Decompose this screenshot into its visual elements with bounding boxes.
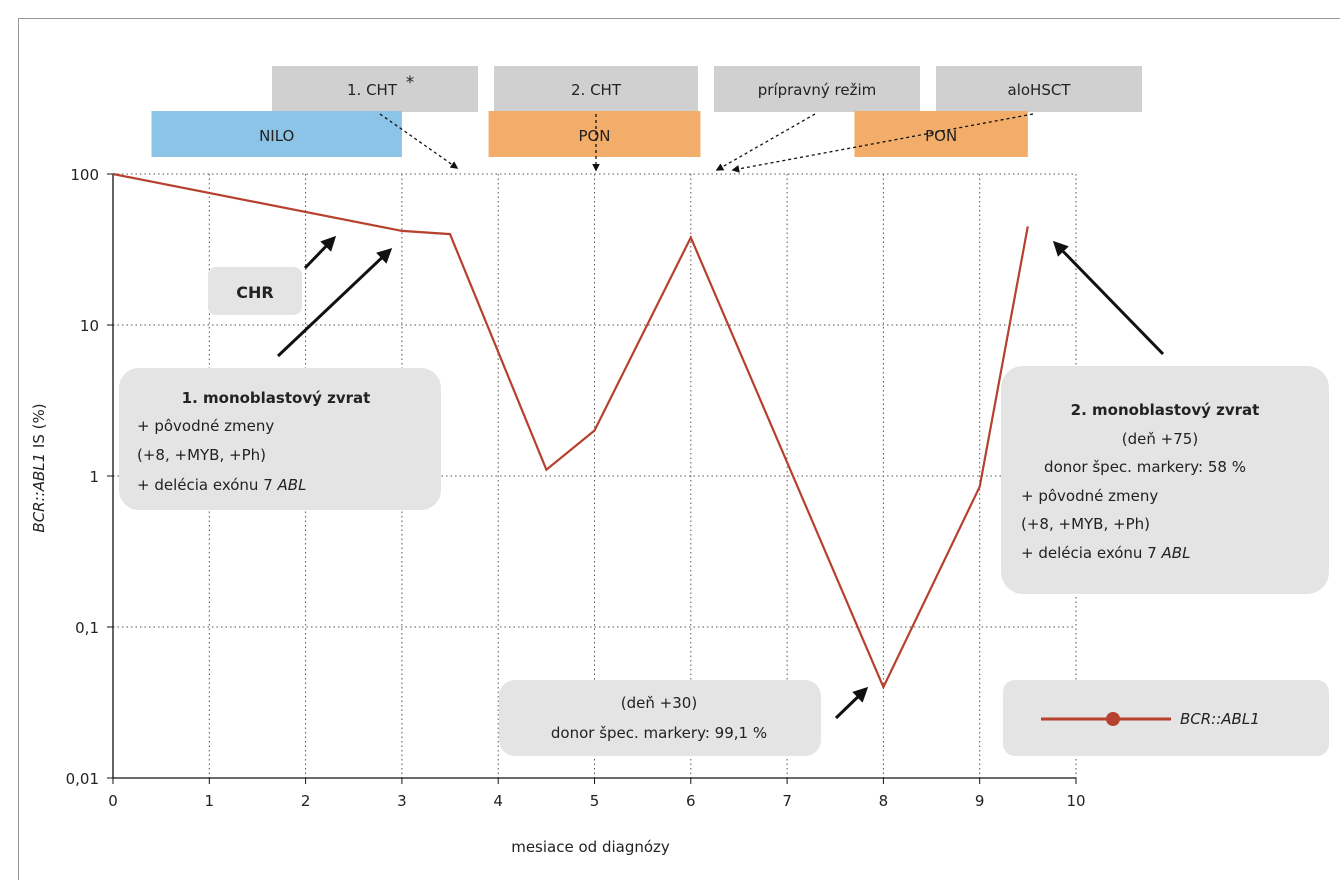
therapy-bar-1 <box>488 111 701 157</box>
y-tick-label-0: 0,01 <box>66 770 99 788</box>
therapy-bar-2 <box>854 111 1028 157</box>
therapy-top-2-box: 2. CHT <box>494 66 698 112</box>
relapse1-line1: + pôvodné zmeny <box>137 417 274 435</box>
x-tick-label-4: 4 <box>493 792 503 810</box>
therapy-top-3-label: prípravný režim <box>758 81 876 99</box>
relapse2-line5: + delécia exónu 7 ABL <box>1021 544 1190 562</box>
relapse1-box: 1. monoblastový zvrat + pôvodné zmeny (+… <box>119 368 441 510</box>
series-line <box>112 172 1029 690</box>
therapy-top-1-star: * <box>406 73 415 93</box>
y-tick-label-1: 0,1 <box>75 619 99 637</box>
pointer-alohsct <box>731 113 1034 173</box>
day30-line2: donor špec. markery: 99,1 % <box>551 724 767 742</box>
chr-label: CHR <box>236 283 273 302</box>
relapse1-line3: + delécia exónu 7 ABL <box>137 476 306 494</box>
y-tick-label-3: 10 <box>80 317 99 335</box>
day30-line1: (deň +30) <box>621 694 697 712</box>
axis-labels: 0 1 2 3 4 5 6 7 8 9 10 0,01 0,1 1 10 100 mesiace od diag… <box>30 166 1086 856</box>
legend-marker <box>1106 712 1120 726</box>
axes <box>107 173 1077 784</box>
relapse1-line2: (+8, +MYB, +Ph) <box>137 446 266 464</box>
pointer-conditioning <box>715 113 816 171</box>
therapy-top-4-label: aloHSCT <box>1008 81 1072 99</box>
therapy-bar-0 <box>151 111 402 157</box>
relapse2-title: 2. monoblastový zvrat <box>1071 401 1260 419</box>
therapy-bars: NILO PON PON <box>151 111 1028 157</box>
y-axis-title: BCR::ABL1 IS (%) <box>30 403 48 532</box>
x-tick-label-10: 10 <box>1066 792 1085 810</box>
x-tick-label-7: 7 <box>782 792 792 810</box>
x-tick-label-5: 5 <box>590 792 600 810</box>
x-axis-title: mesiace od diagnózy <box>511 838 670 856</box>
legend-label: BCR::ABL1 <box>1180 710 1260 728</box>
relapse2-line1: (deň +75) <box>1122 430 1198 448</box>
x-tick-label-0: 0 <box>108 792 118 810</box>
relapse2-line3: + pôvodné zmeny <box>1021 487 1158 505</box>
relapse2-line2: donor špec. markery: 58 % <box>1044 458 1246 476</box>
relapse1-title: 1. monoblastový zvrat <box>182 389 371 407</box>
x-tick-label-9: 9 <box>975 792 985 810</box>
legend: BCR::ABL1 <box>1003 680 1329 756</box>
relapse2-line4: (+8, +MYB, +Ph) <box>1021 515 1150 533</box>
x-tick-label-8: 8 <box>879 792 889 810</box>
relapse2-box: 2. monoblastový zvrat (deň +75) donor šp… <box>1001 366 1329 594</box>
therapy-top-3-box: prípravný režim <box>714 66 920 112</box>
therapy-top-1-label: 1. CHT <box>347 81 398 99</box>
day30-box: (deň +30) donor špec. markery: 99,1 % <box>499 680 821 756</box>
series-bcr-abl1 <box>112 172 1029 690</box>
arrow-relapse1 <box>276 247 393 358</box>
therapy-pointers <box>379 113 1034 173</box>
therapy-top-2-label: 2. CHT <box>571 81 622 99</box>
therapy-bar-label-2: PON <box>925 127 957 145</box>
x-tick-label-1: 1 <box>205 792 215 810</box>
therapy-bar-label-1: PON <box>578 127 610 145</box>
arrow-day30 <box>834 686 869 720</box>
x-tick-label-6: 6 <box>686 792 696 810</box>
x-tick-label-3: 3 <box>397 792 407 810</box>
therapy-top-4-box: aloHSCT <box>936 66 1142 112</box>
x-tick-label-2: 2 <box>301 792 311 810</box>
y-tick-label-2: 1 <box>89 468 99 486</box>
pointer-1-cht <box>379 113 459 169</box>
chr-box: CHR <box>208 267 302 315</box>
y-tick-label-4: 100 <box>70 166 99 184</box>
solid-arrows <box>276 235 1165 720</box>
therapy-top-1-box: 1. CHT * <box>272 66 478 112</box>
figure-frame <box>18 18 1340 880</box>
therapy-bar-label-0: NILO <box>259 127 294 145</box>
arrow-chr <box>303 235 337 270</box>
arrow-relapse2 <box>1052 240 1165 356</box>
